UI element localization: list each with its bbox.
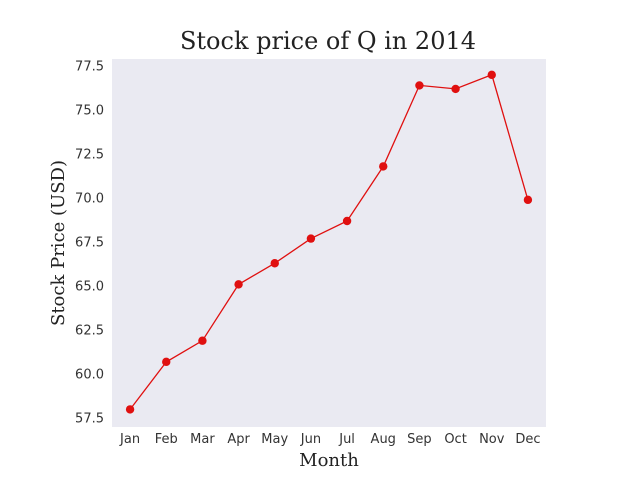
x-tick-label: Mar	[190, 432, 215, 447]
y-tick-label: 62.5	[75, 324, 104, 339]
data-point-feb	[162, 357, 171, 367]
x-tick-label: Dec	[515, 432, 540, 447]
x-tick-label: Aug	[371, 432, 396, 447]
y-tick-label: 57.5	[75, 412, 104, 427]
x-axis-ticks: Jan Feb Mar Apr May Jun Jul Aug Sep Oct Nov Dec	[119, 432, 540, 447]
y-tick-label: 72.5	[75, 148, 104, 163]
y-axis-label: Stock Price (USD)	[48, 160, 69, 326]
y-tick-label: 75.0	[75, 104, 104, 119]
y-tick-label: 60.0	[75, 368, 104, 383]
x-tick-label: Nov	[479, 432, 505, 447]
data-point-jun	[306, 234, 316, 243]
data-point-nov	[487, 70, 496, 80]
x-tick-label: Apr	[227, 432, 250, 447]
data-point-sep	[415, 81, 424, 90]
series-line	[129, 73, 529, 410]
y-tick-label: 70.0	[75, 192, 104, 207]
x-tick-label: Sep	[407, 432, 432, 447]
plot-area	[112, 59, 546, 427]
data-point-jul	[342, 216, 352, 226]
x-tick-label: Jul	[338, 432, 355, 447]
data-point-jan	[125, 405, 135, 414]
data-point-mar	[198, 336, 207, 345]
data-point-dec	[523, 195, 533, 205]
data-point-may	[270, 259, 279, 268]
x-tick-label: Feb	[155, 432, 178, 447]
x-axis-label: Month	[299, 450, 359, 471]
x-tick-label: May	[261, 432, 288, 447]
x-tick-label: Oct	[444, 432, 466, 447]
x-tick-label: Jun	[300, 432, 321, 447]
y-tick-label: 67.5	[75, 236, 104, 251]
data-point-aug	[379, 162, 388, 171]
y-tick-label: 77.5	[75, 60, 104, 75]
data-point-apr	[234, 280, 243, 289]
x-tick-label: Jan	[119, 432, 140, 447]
series-group	[125, 70, 533, 414]
y-axis-ticks: 57.5 60.0 62.5 65.0 67.5 70.0 72.5 75.0 77.5	[75, 60, 104, 427]
chart-title: Stock price of Q in 2014	[180, 27, 476, 55]
data-point-oct	[451, 84, 460, 94]
y-tick-label: 65.0	[75, 280, 104, 295]
